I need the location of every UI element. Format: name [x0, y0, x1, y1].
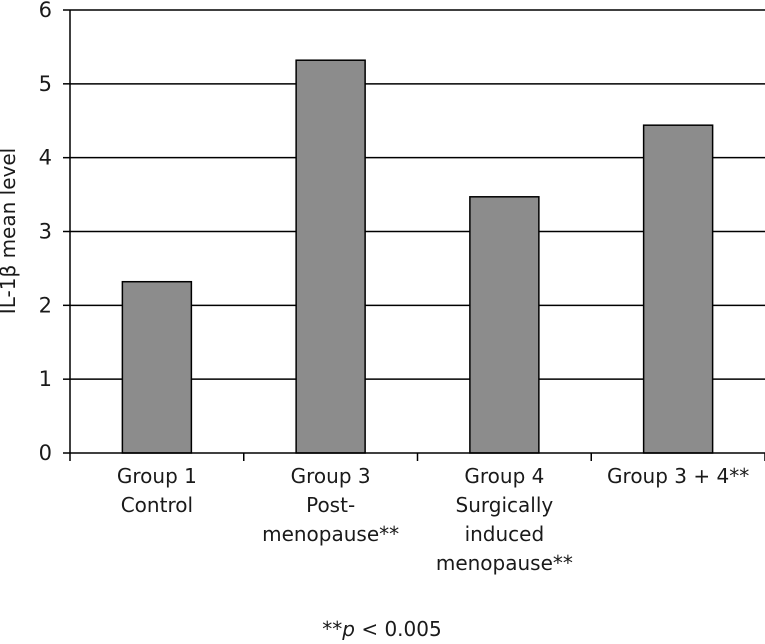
footnote-suffix: < 0.005	[355, 617, 442, 641]
y-tick-label: 1	[39, 367, 52, 391]
x-category-label-line: induced	[465, 522, 545, 546]
x-category-label-line: menopause**	[262, 522, 399, 546]
y-tick-label: 5	[39, 72, 52, 96]
bar	[121, 280, 193, 454]
y-ticks: 0 1 2 3 4 5 6	[39, 0, 70, 465]
bar	[469, 196, 540, 454]
y-tick-label: 3	[39, 220, 52, 244]
x-category-label-line: Group 4	[464, 464, 544, 488]
x-category-label-line: menopause**	[436, 551, 573, 575]
x-category-label-line: Control	[121, 493, 193, 517]
bar	[295, 59, 366, 454]
x-category-label: Group 1 Control	[117, 464, 197, 517]
y-tick-label: 4	[39, 146, 52, 170]
x-category-label-line: Post-	[306, 493, 355, 517]
footnote-prefix: **	[322, 617, 342, 641]
x-category-label: Group 3 + 4**	[607, 464, 749, 488]
bars	[121, 59, 714, 454]
bar	[642, 124, 714, 454]
x-category-label-line: Surgically	[456, 493, 554, 517]
y-tick-label: 6	[39, 0, 52, 22]
x-category-label-line: Group 3 + 4**	[607, 464, 749, 488]
y-axis-title: IL-1β mean level	[0, 148, 20, 314]
x-category-label: Group 4 Surgically induced menopause**	[436, 464, 573, 575]
footnote: **p < 0.005	[322, 617, 441, 641]
x-category-label: Group 3 Post-menopause**	[262, 464, 399, 546]
footnote-p: p	[341, 617, 355, 641]
x-category-label-line: Group 1	[117, 464, 197, 488]
y-tick-label: 0	[39, 441, 52, 465]
x-category-label-line: Group 3	[291, 464, 371, 488]
y-tick-label: 2	[39, 293, 52, 317]
